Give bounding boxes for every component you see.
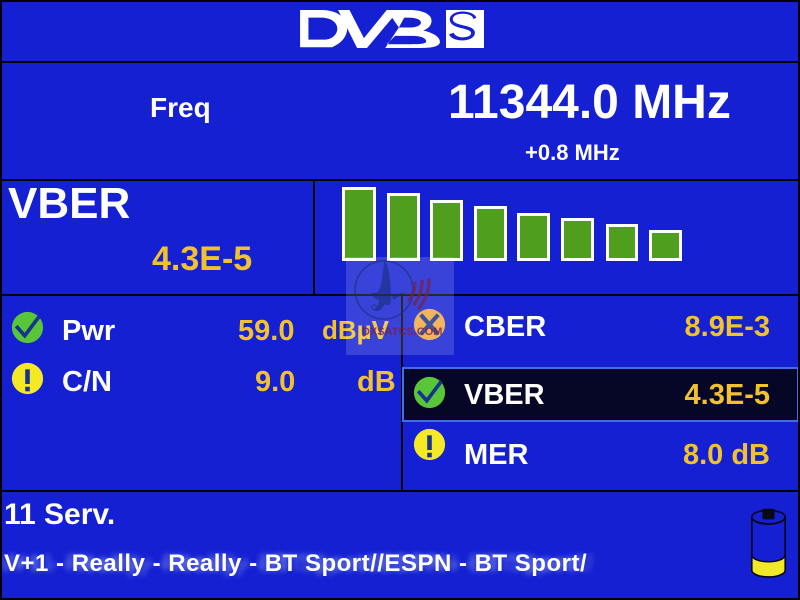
svg-text:DXSATCS.COM: DXSATCS.COM xyxy=(362,326,442,338)
